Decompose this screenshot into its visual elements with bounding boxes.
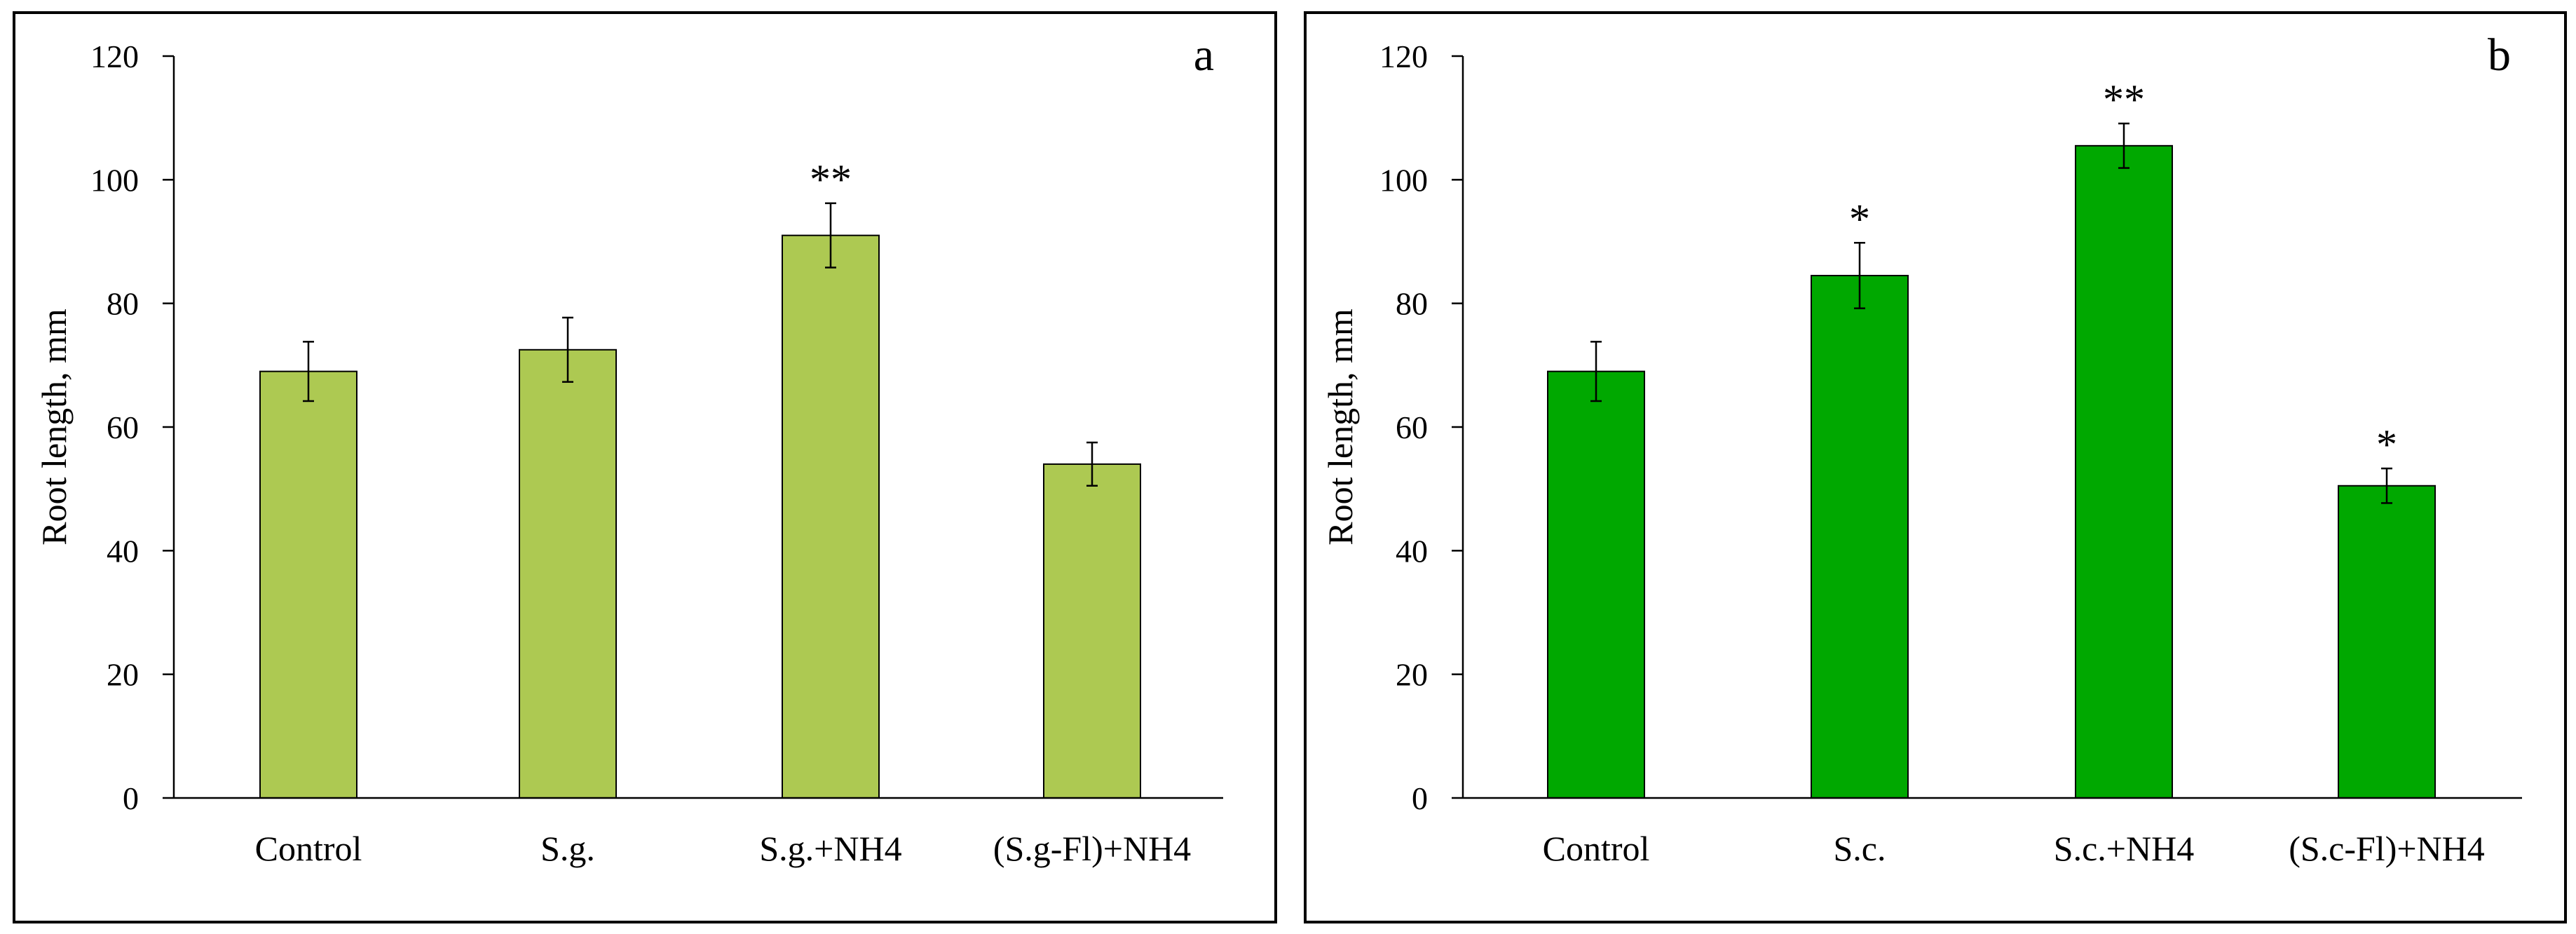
- y-tick-label: 60: [107, 410, 139, 445]
- bar: [782, 234, 880, 799]
- bar: [519, 348, 617, 799]
- bar: [1811, 274, 1909, 799]
- category-label: S.c.+NH4: [2054, 829, 2194, 868]
- y-tick-label: 40: [107, 533, 139, 569]
- y-tick-label: 40: [1396, 533, 1428, 569]
- y-tick-label: 100: [1379, 162, 1428, 198]
- y-tick-label: 100: [90, 162, 139, 198]
- significance-marker: **: [2103, 76, 2145, 123]
- panel-frame: [1304, 11, 2567, 923]
- category-label: Control: [1543, 829, 1650, 868]
- y-tick-label: 80: [107, 286, 139, 322]
- category-label: Control: [255, 829, 362, 868]
- significance-marker: *: [1849, 196, 1870, 242]
- y-axis-title: Root length, mm: [1321, 309, 1360, 546]
- bar: [1043, 463, 1141, 799]
- y-tick-label: 0: [123, 780, 139, 816]
- bar: [2075, 144, 2173, 799]
- y-tick-label: 20: [107, 657, 139, 693]
- category-label: S.g.: [540, 829, 595, 868]
- category-label: (S.c-Fl)+NH4: [2289, 829, 2485, 868]
- panel-b: b 0 20 40 60 80 100 120 Root length, mm Control S.…: [1304, 11, 2567, 923]
- category-label: (S.g-Fl)+NH4: [993, 829, 1191, 868]
- y-tick-label: 80: [1396, 286, 1428, 322]
- category-label: S.g.+NH4: [759, 829, 901, 868]
- significance-marker: *: [2376, 421, 2397, 468]
- y-axis-title: Root length, mm: [34, 309, 74, 546]
- panel-label: a: [1194, 29, 1214, 81]
- y-tick-label: 120: [1379, 39, 1428, 74]
- y-tick-label: 60: [1396, 410, 1428, 445]
- bar: [259, 370, 357, 799]
- panel-a: a 0 20 40 60 80 100 120 Root length, mm Control S.…: [13, 11, 1277, 923]
- bar: [2338, 485, 2436, 799]
- panel-label: b: [2488, 29, 2511, 81]
- y-tick-label: 120: [90, 39, 139, 74]
- category-label: S.c.: [1834, 829, 1886, 868]
- bar: [1547, 370, 1645, 799]
- y-tick-label: 0: [1412, 780, 1428, 816]
- panel-frame: [13, 11, 1277, 923]
- significance-marker: **: [810, 156, 852, 203]
- y-tick-label: 20: [1396, 657, 1428, 693]
